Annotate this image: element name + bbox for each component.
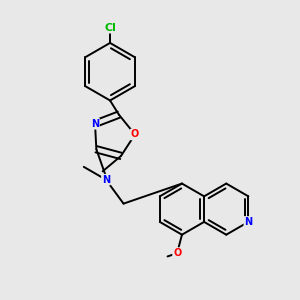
Text: N: N	[91, 119, 99, 129]
Text: O: O	[131, 130, 139, 140]
Text: N: N	[102, 175, 110, 185]
Text: Cl: Cl	[104, 22, 116, 33]
Text: N: N	[244, 217, 252, 227]
Text: O: O	[173, 248, 181, 258]
